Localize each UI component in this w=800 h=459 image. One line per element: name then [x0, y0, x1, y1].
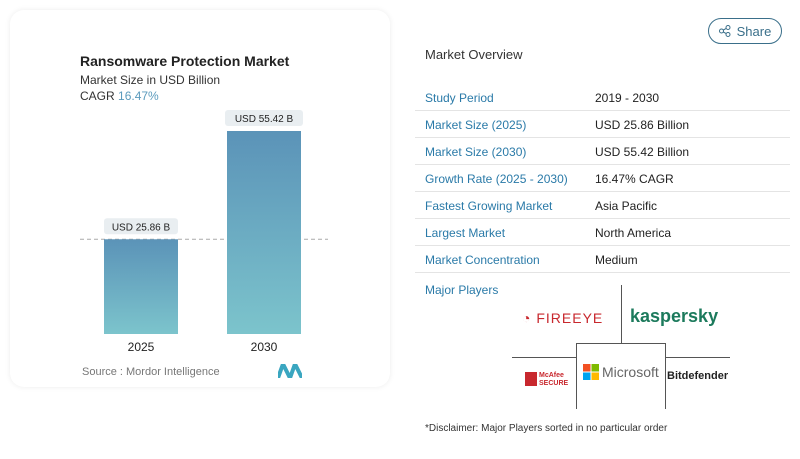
cagr-value: 16.47% — [118, 89, 159, 103]
data-label-bg — [225, 110, 303, 126]
x-tick-label: 2025 — [128, 340, 155, 354]
cagr-label: CAGR — [80, 89, 115, 103]
row-label: Fastest Growing Market — [425, 199, 553, 213]
data-label-bg — [104, 218, 178, 235]
overview-row: Market Concentration Medium — [415, 246, 790, 273]
row-value: USD 55.42 Billion — [595, 145, 690, 159]
row-label: Market Concentration — [425, 253, 540, 267]
row-label: Largest Market — [425, 226, 506, 240]
microsoft-icon — [583, 364, 599, 380]
major-players-title: Major Players — [425, 283, 499, 297]
source-text: Source : Mordor Intelligence — [82, 366, 220, 378]
data-label: USD 25.86 B — [112, 222, 171, 233]
row-label: Market Size (2030) — [425, 145, 527, 159]
row-value: Medium — [595, 253, 638, 267]
overview-row: Market Size (2030) USD 55.42 Billion — [415, 138, 790, 165]
row-value: 16.47% CAGR — [595, 172, 674, 186]
share-icon — [718, 25, 731, 37]
kaspersky-logo: kaspersky — [630, 306, 719, 326]
row-label: Study Period — [425, 91, 494, 105]
x-tick-label: 2030 — [251, 340, 278, 354]
mcafee-logo: McAfee SECURE — [525, 372, 575, 388]
divider — [665, 357, 730, 358]
divider — [621, 285, 622, 343]
disclaimer: *Disclaimer: Major Players sorted in no … — [425, 423, 668, 434]
row-label: Market Size (2025) — [425, 118, 527, 132]
share-label: Share — [736, 23, 772, 39]
row-value: North America — [595, 226, 672, 240]
overview-row: Market Size (2025) USD 25.86 Billion — [415, 111, 790, 138]
bitdefender-logo: Bitdefender — [667, 370, 729, 382]
chart-title: Ransomware Protection Market — [80, 53, 290, 69]
overview-row: Largest Market North America — [415, 219, 790, 246]
overview-row: Growth Rate (2025 - 2030) 16.47% CAGR — [415, 165, 790, 192]
overview-row: Fastest Growing Market Asia Pacific — [415, 192, 790, 219]
divider — [512, 357, 576, 358]
chart-subtitle: Market Size in USD Billion — [80, 73, 221, 87]
data-label: USD 55.42 B — [235, 114, 294, 125]
cagr: CAGR 16.47% — [80, 89, 159, 103]
logo-box — [576, 343, 666, 409]
chart-card — [10, 10, 390, 387]
share-button[interactable]: Share — [708, 18, 782, 44]
bar-2030 — [227, 131, 301, 334]
row-value: 2019 - 2030 — [595, 91, 660, 105]
mordor-logo-icon — [278, 364, 302, 378]
fireeye-logo: ◔ FIREEYE — [522, 310, 604, 326]
row-value: Asia Pacific — [595, 199, 658, 213]
overview-title: Market Overview — [425, 47, 523, 62]
row-value: USD 25.86 Billion — [595, 118, 690, 132]
bar-2025 — [104, 239, 178, 334]
microsoft-logo: Microsoft — [583, 364, 659, 380]
row-label: Growth Rate (2025 - 2030) — [425, 172, 568, 186]
overview-row: Study Period 2019 - 2030 — [415, 84, 790, 111]
